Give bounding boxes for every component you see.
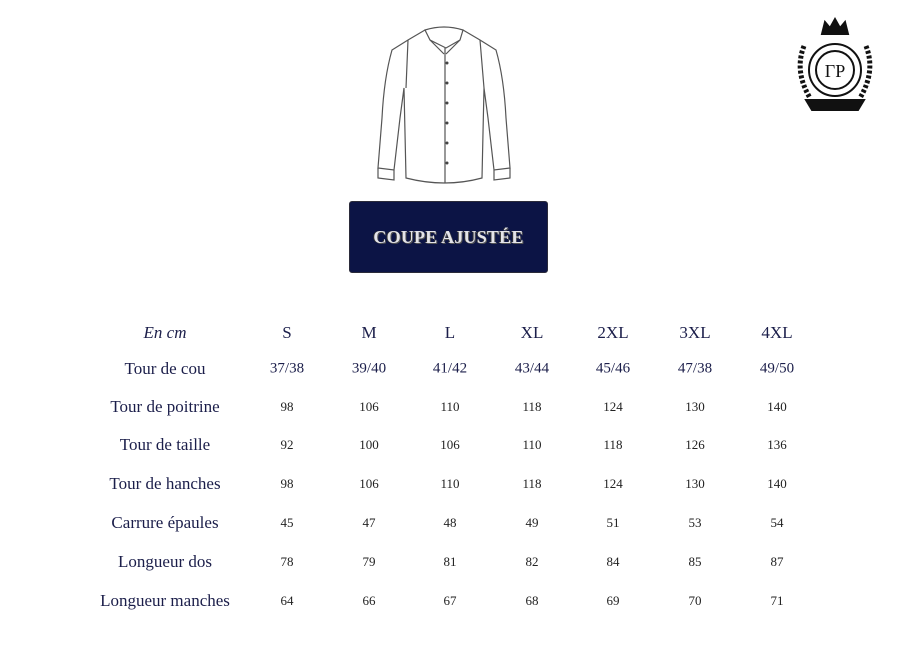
table-cell: 106 xyxy=(359,476,379,491)
table-cell: 70 xyxy=(688,593,702,608)
unit-label: En cm xyxy=(143,323,187,342)
table-cell: 45 xyxy=(280,515,294,530)
table-cell: 124 xyxy=(603,399,623,414)
table-cell: 140 xyxy=(767,399,787,414)
table-cell: 84 xyxy=(606,554,620,569)
table-cell: 54 xyxy=(770,515,784,530)
row-label: Longueur dos xyxy=(118,552,212,571)
table-cell: 66 xyxy=(362,593,376,608)
table-cell: 110 xyxy=(440,476,460,491)
table-cell: 48 xyxy=(443,515,457,530)
table-cell: 45/46 xyxy=(595,360,631,377)
row-label: Carrure épaules xyxy=(111,513,219,532)
table-cell: 47 xyxy=(362,515,376,530)
table-cell: 51 xyxy=(606,515,620,530)
table-cell: 68 xyxy=(525,593,539,608)
table-cell: 110 xyxy=(522,437,542,452)
table-cell: 110 xyxy=(440,399,460,414)
table-cell: 126 xyxy=(685,437,705,452)
table-cell: 64 xyxy=(280,593,294,608)
table-cell: 47/38 xyxy=(677,360,713,377)
size-header: L xyxy=(444,323,456,342)
table-cell: 43/44 xyxy=(514,360,550,377)
row-label: Tour de taille xyxy=(119,435,211,454)
table-cell: 69 xyxy=(606,593,620,608)
table-cell: 118 xyxy=(522,476,542,491)
row-label: Tour de hanches xyxy=(109,474,221,493)
table-cell: 81 xyxy=(443,554,457,569)
row-label: Tour de poitrine xyxy=(110,397,220,416)
table-cell: 98 xyxy=(280,399,294,414)
table-cell: 130 xyxy=(685,399,705,414)
table-cell: 79 xyxy=(362,554,376,569)
table-cell: 37/38 xyxy=(269,360,305,377)
fit-label: COUPE AJUSTÉE xyxy=(373,226,524,247)
table-cell: 98 xyxy=(280,476,294,491)
table-cell: 118 xyxy=(522,399,542,414)
table-cell: 124 xyxy=(603,476,623,491)
table-cell: 100 xyxy=(359,437,379,452)
table-cell: 82 xyxy=(525,554,539,569)
row-label: Longueur manches xyxy=(100,591,230,610)
table-cell: 49/50 xyxy=(759,360,795,377)
shirt-illustration xyxy=(377,26,511,184)
logo-monogram: ΓP xyxy=(825,61,845,81)
size-header: 4XL xyxy=(761,323,793,342)
table-cell: 49 xyxy=(525,515,539,530)
size-header: XL xyxy=(520,323,544,342)
table-cell: 53 xyxy=(688,515,702,530)
row-label: Tour de cou xyxy=(124,359,206,378)
table-cell: 106 xyxy=(359,399,379,414)
fit-badge: COUPE AJUSTÉE xyxy=(349,201,548,273)
size-header: M xyxy=(361,323,377,342)
table-cell: 67 xyxy=(443,593,457,608)
table-cell: 118 xyxy=(603,437,623,452)
table-cell: 140 xyxy=(767,476,787,491)
table-cell: 41/42 xyxy=(432,360,468,377)
table-cell: 78 xyxy=(280,554,294,569)
size-header: S xyxy=(282,323,292,342)
table-cell: 136 xyxy=(767,437,787,452)
table-cell: 87 xyxy=(770,554,784,569)
table-cell: 106 xyxy=(440,437,460,452)
table-cell: 85 xyxy=(688,554,702,569)
size-header: 3XL xyxy=(679,323,711,342)
table-cell: 130 xyxy=(685,476,705,491)
table-cell: 71 xyxy=(770,593,784,608)
size-header: 2XL xyxy=(597,323,629,342)
brand-logo: ΓP xyxy=(797,16,873,111)
table-cell: 39/40 xyxy=(351,360,387,377)
table-cell: 92 xyxy=(280,437,294,452)
